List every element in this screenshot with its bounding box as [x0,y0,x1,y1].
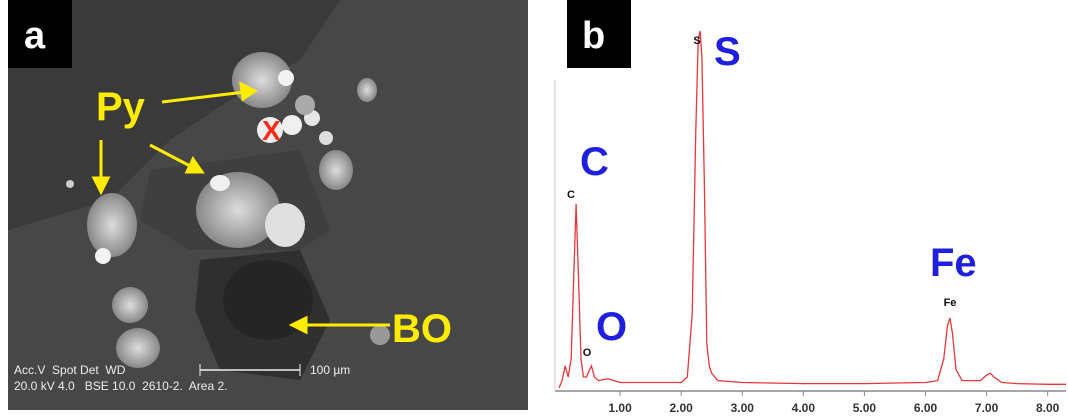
element-label: S [714,30,741,74]
x-tick-label: 4.00 [792,401,816,415]
spectrum: 1.00 2.00 3.00 4.00 5.00 6.00 7.00 8.00 C O S Fe C O S… [554,30,1066,415]
x-tick-label: 3.00 [731,401,755,415]
x-tick-label: 7.00 [975,401,999,415]
peak-label: S [693,35,700,47]
x-mark: X [262,115,281,146]
x-tick-label: 2.00 [669,401,693,415]
x-tick-label: 5.00 [853,401,877,415]
x-tick-label: 1.00 [608,401,632,415]
py-label: Py [96,85,146,129]
x-tick-label: 8.00 [1036,401,1060,415]
scale-label: 100 µm [310,363,350,377]
info-line: Acc.V Spot Det WD [14,363,126,377]
element-label: C [580,140,609,184]
sem-image [8,0,528,410]
panel-label-box [567,0,631,68]
peak-label: O [583,347,592,359]
arrows [91,81,390,335]
panel-label: a [24,15,46,57]
x-tick-label: 6.00 [914,401,938,415]
panel-label: b [582,15,605,57]
peak-label: Fe [944,297,957,309]
peak-label: C [567,189,575,201]
spectrum-line [558,30,1066,389]
element-label: O [596,305,627,349]
bo-label: BO [392,307,452,351]
element-label: Fe [930,241,977,285]
info-line: 20.0 kV 4.0 BSE 10.0 2610-2. Area 2. [14,379,227,393]
